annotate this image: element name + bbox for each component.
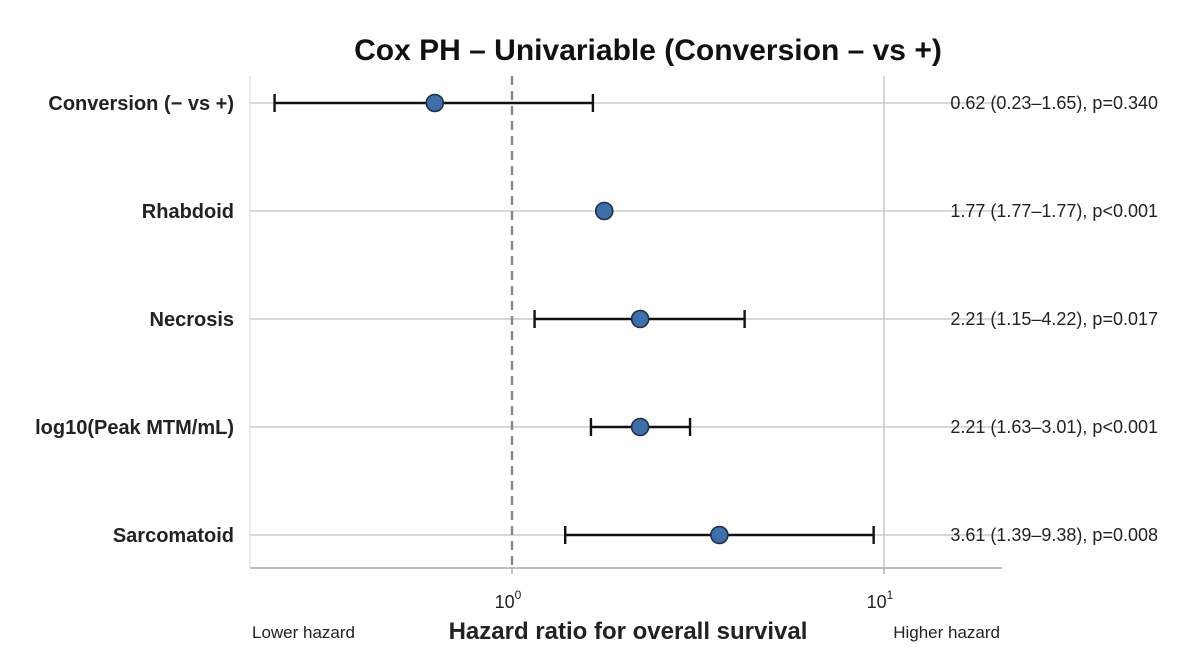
hazard-ratio-point: [710, 525, 729, 545]
row-annotation: 0.62 (0.23–1.65), p=0.340: [950, 93, 1158, 113]
grid-lines: [250, 76, 1002, 568]
hazard-ratio-point: [630, 417, 650, 437]
lower-hazard-label: Lower hazard: [252, 623, 355, 642]
x-tick-label: 101: [867, 588, 894, 612]
x-axis: 100 101: [249, 76, 1002, 612]
hazard-ratio-point: [630, 309, 650, 329]
row-label: Conversion (− vs +): [48, 93, 234, 115]
higher-hazard-label: Higher hazard: [893, 623, 1000, 642]
hazard-ratio-point: [425, 93, 445, 113]
row-annotation: 2.21 (1.63–3.01), p<0.001: [950, 417, 1158, 437]
x-axis-title: Hazard ratio for overall survival: [449, 618, 808, 645]
row-annotation: 1.77 (1.77–1.77), p<0.001: [950, 201, 1158, 221]
hazard-ratio-point: [594, 201, 614, 221]
row-label: Sarcomatoid: [113, 525, 234, 547]
row-label: Necrosis: [150, 309, 235, 331]
plot-marks: [273, 76, 875, 568]
row-label: Rhabdoid: [142, 201, 234, 223]
row-label: log10(Peak MTM/mL): [35, 417, 234, 439]
row-labels: Conversion (− vs +) 0.62 (0.23–1.65), p=0…: [35, 93, 1158, 547]
row-annotation: 2.21 (1.15–4.22), p=0.017: [950, 309, 1158, 329]
chart-title: Cox PH – Univariable (Conversion – vs +): [354, 34, 942, 67]
x-tick-label: 100: [495, 588, 522, 612]
row-annotation: 3.61 (1.39–9.38), p=0.008: [950, 525, 1158, 545]
